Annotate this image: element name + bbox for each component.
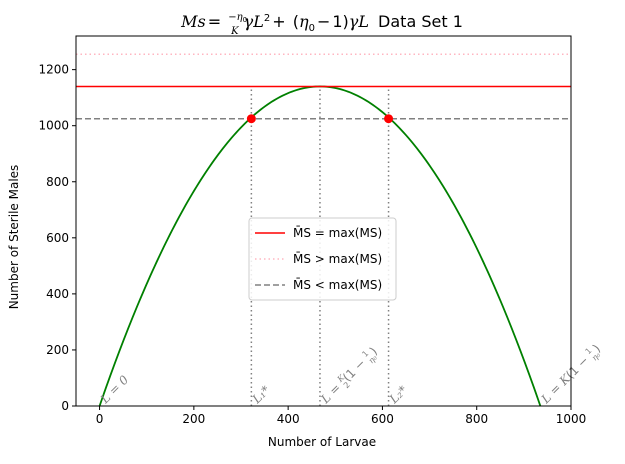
x-tick-label-1: 200 bbox=[182, 412, 205, 426]
y-tick-label-3: 600 bbox=[46, 231, 69, 245]
y-tick-label-5: 1000 bbox=[38, 119, 69, 133]
svg-text:Ms= −η0K γL2+: Ms = −η0 K γL2 + (η0−1)γL Data Set 1 bbox=[180, 12, 463, 38]
x-axis-label: Number of Larvae bbox=[268, 435, 376, 449]
y-tick-label-0: 0 bbox=[61, 399, 69, 413]
x-tick-label-3: 600 bbox=[371, 412, 394, 426]
legend-box bbox=[248, 217, 397, 301]
y-tick-label-2: 400 bbox=[46, 287, 69, 301]
legend-label-0: M̄S = max(MS) bbox=[293, 226, 382, 240]
plot-frame bbox=[75, 35, 572, 407]
y-tick-label-1: 200 bbox=[46, 343, 69, 357]
legend: M̄S = max(MS) M̄S > max(MS) M̄S < max(MS) bbox=[248, 217, 397, 301]
x-tick-label-2: 400 bbox=[277, 412, 300, 426]
chart-title: Ms = −η0 K γL2 + (η0−1)γL Data Set 1 bbox=[180, 12, 463, 38]
x-tick-label-4: 800 bbox=[465, 412, 488, 426]
y-axis-label: Number of Sterile Males bbox=[7, 165, 21, 310]
intersection-point-1 bbox=[384, 114, 394, 124]
y-tick-label-4: 800 bbox=[46, 175, 69, 189]
legend-label-2: M̄S < max(MS) bbox=[293, 278, 382, 292]
intersection-point-0 bbox=[246, 114, 256, 124]
x-tick-label-0: 0 bbox=[96, 412, 104, 426]
legend-label-1: M̄S > max(MS) bbox=[293, 252, 382, 266]
x-tick-label-5: 1000 bbox=[556, 412, 587, 426]
y-tick-label-6: 1200 bbox=[38, 63, 69, 77]
